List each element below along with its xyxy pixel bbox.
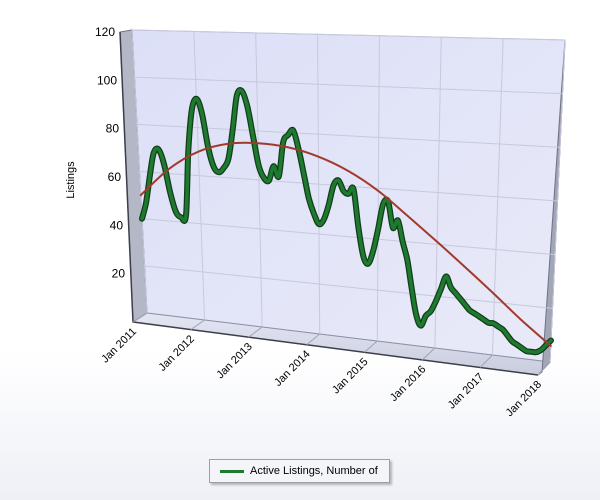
x-tick-label: Jan 2017 — [446, 371, 486, 411]
x-gridline — [255, 32, 263, 328]
x-axis-line — [132, 321, 539, 376]
x-tick-label: Jan 2014 — [272, 348, 312, 388]
x-floor-gridline — [306, 333, 321, 346]
x-floor-gridline — [479, 354, 493, 368]
y-axis-line — [119, 31, 134, 323]
y-tick-label: 40 — [110, 218, 124, 232]
x-gridline — [193, 31, 206, 321]
y-gridline — [131, 29, 566, 41]
x-floor-gridline — [421, 347, 436, 361]
y-tick-label: 120 — [95, 25, 115, 39]
x-gridline — [491, 38, 504, 356]
x-floor-gridline — [132, 312, 148, 323]
x-gridline — [317, 34, 321, 335]
y-gridline — [134, 76, 563, 95]
y-gridline — [139, 171, 558, 202]
y-gridline — [141, 218, 556, 256]
y-axis-label: Listings — [65, 161, 77, 199]
legend-swatch — [220, 469, 244, 473]
x-floor-gridline — [364, 340, 378, 353]
x-tick-label: Jan 2013 — [214, 341, 254, 381]
series-layer — [139, 87, 554, 356]
x-gridline — [131, 29, 148, 314]
x-floor-gridline — [248, 326, 263, 338]
legend: Active Listings, Number of — [209, 459, 390, 483]
y-gridline — [144, 265, 553, 309]
x-floor-gridline — [537, 361, 551, 376]
y-tick-label: 100 — [97, 73, 117, 87]
x-tick-label: Jan 2011 — [99, 326, 139, 366]
x-tick-label: Jan 2018 — [504, 379, 544, 419]
line-chart-3d: 20 40 60 80 100 120 Jan 2011 Jan 2012 Jan 2013 Ja… — [65, 25, 566, 419]
x-tick-label: Jan 2016 — [388, 363, 428, 403]
x-floor-gridline — [190, 319, 205, 330]
x-tick-label: Jan 2015 — [330, 356, 370, 396]
series-trend-line — [139, 141, 552, 347]
y-tick-label: 20 — [112, 267, 126, 281]
x-gridline — [376, 35, 380, 342]
grid-lines — [131, 29, 566, 376]
y-tick-label: 80 — [106, 122, 120, 136]
x-tick-label: Jan 2012 — [156, 333, 196, 373]
x-gridline — [549, 39, 566, 363]
legend-label: Active Listings, Number of — [250, 465, 378, 477]
y-tick-label: 60 — [108, 170, 122, 184]
